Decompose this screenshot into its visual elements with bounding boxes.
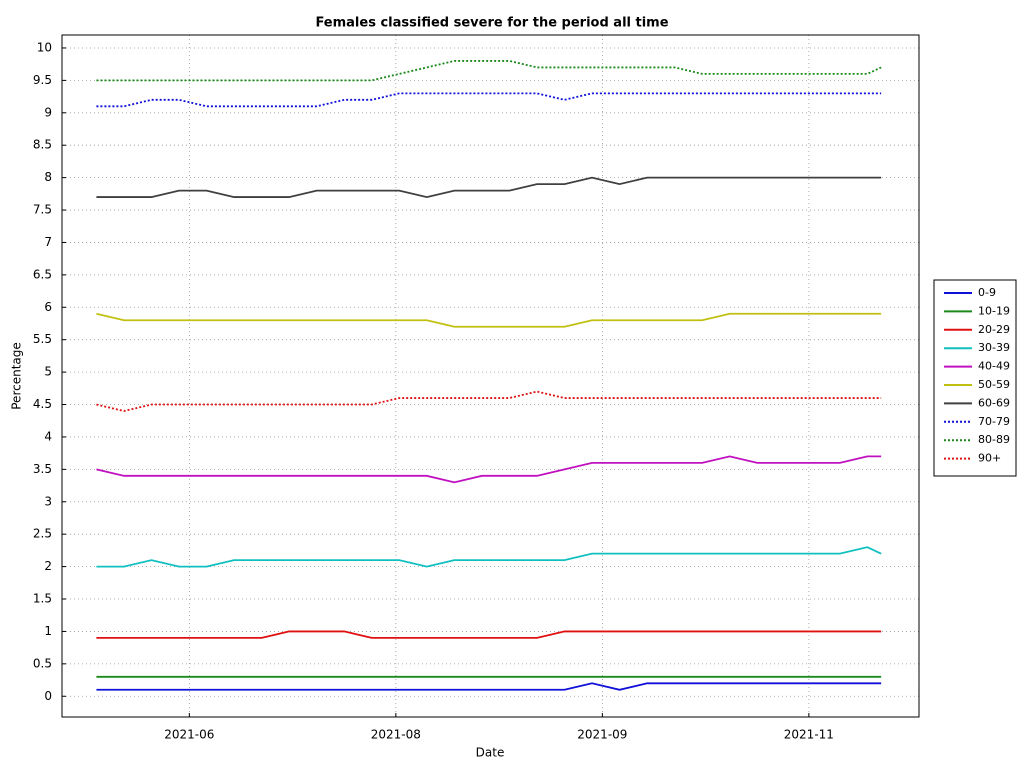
legend-label: 80-89	[978, 433, 1010, 446]
x-tick-label: 2021-11	[784, 728, 834, 742]
y-tick-label: 7.5	[33, 203, 52, 217]
y-tick-label: 4.5	[33, 397, 52, 411]
y-tick-label: 4	[44, 429, 52, 443]
y-tick-label: 0	[44, 689, 52, 703]
chart-title: Females classified severe for the period…	[315, 16, 668, 31]
y-tick-label: 6.5	[33, 267, 52, 281]
legend-label: 0-9	[978, 286, 996, 299]
plot-frame	[61, 34, 920, 718]
x-tick-label: 2021-08	[371, 728, 421, 742]
y-tick-label: 1	[44, 624, 52, 638]
series-line	[96, 176, 882, 198]
legend-label: 50-59	[978, 378, 1010, 391]
legend-box	[933, 279, 1017, 477]
y-tick-label: 9.5	[33, 73, 52, 87]
y-tick-label: 0.5	[33, 656, 52, 670]
series-line	[96, 455, 882, 484]
y-tick-label: 5.5	[33, 332, 52, 346]
x-axis-label: Date	[476, 746, 505, 760]
legend-label: 90+	[978, 452, 1001, 465]
y-tick-label: 6	[44, 300, 52, 314]
legend-label: 20-29	[978, 323, 1010, 336]
series-line	[96, 312, 882, 328]
y-tick-label: 7	[44, 235, 52, 249]
y-tick-label: 1.5	[33, 592, 52, 606]
legend-label: 70-79	[978, 415, 1010, 428]
y-tick-label: 2	[44, 559, 52, 573]
y-axis-label: Percentage	[10, 342, 24, 410]
legend-label: 40-49	[978, 360, 1010, 373]
series-line	[96, 390, 882, 412]
series-line	[96, 60, 882, 82]
x-tick-label: 2021-06	[164, 728, 214, 742]
y-tick-label: 9	[44, 105, 52, 119]
legend-label: 10-19	[978, 304, 1010, 317]
legend-label: 30-39	[978, 341, 1010, 354]
series-line	[96, 682, 882, 691]
legend-label: 60-69	[978, 396, 1010, 409]
y-tick-label: 8	[44, 170, 52, 184]
y-tick-label: 10	[37, 40, 52, 54]
y-tick-label: 8.5	[33, 138, 52, 152]
series-line	[96, 546, 882, 568]
series-line	[96, 92, 882, 108]
y-tick-label: 3	[44, 494, 52, 508]
x-tick-label: 2021-09	[577, 728, 627, 742]
y-tick-label: 2.5	[33, 527, 52, 541]
y-tick-label: 3.5	[33, 462, 52, 476]
y-tick-label: 5	[44, 365, 52, 379]
series-line	[96, 630, 882, 639]
